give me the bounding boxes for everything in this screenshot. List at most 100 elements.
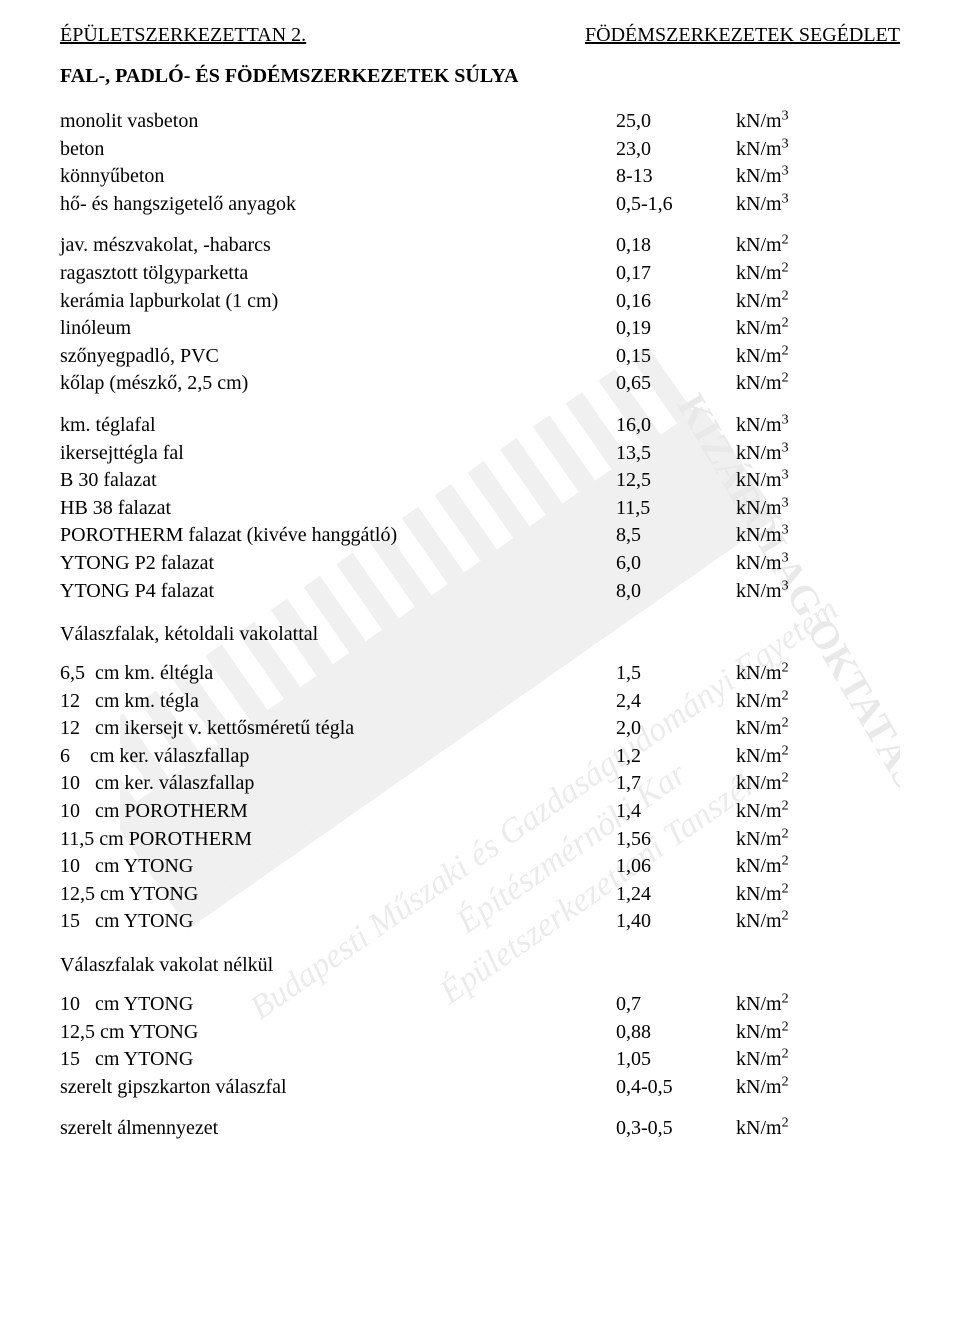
group-6: szerelt álmennyezet0,3-0,5kN/m2 (60, 1115, 900, 1143)
data-row: szerelt álmennyezet0,3-0,5kN/m2 (60, 1115, 900, 1143)
row-label: 15 cm YTONG (60, 908, 616, 936)
row-unit: kN/m3 (736, 191, 826, 219)
data-row: kőlap (mészkő, 2,5 cm)0,65kN/m2 (60, 370, 900, 398)
row-label: szerelt gipszkarton válaszfal (60, 1074, 616, 1102)
row-value: 1,56 (616, 826, 736, 854)
data-row: jav. mészvakolat, -habarcs0,18kN/m2 (60, 232, 900, 260)
data-row: 12 cm km. tégla2,4kN/m2 (60, 688, 900, 716)
row-value: 8,5 (616, 522, 736, 550)
data-row: km. téglafal16,0kN/m3 (60, 412, 900, 440)
row-label: szőnyegpadló, PVC (60, 343, 616, 371)
row-value: 1,05 (616, 1046, 736, 1074)
row-value: 8-13 (616, 163, 736, 191)
data-row: könnyűbeton8-13kN/m3 (60, 163, 900, 191)
row-unit: kN/m2 (736, 991, 826, 1019)
data-row: 12,5 cm YTONG0,88kN/m2 (60, 1019, 900, 1047)
data-row: 12,5 cm YTONG1,24kN/m2 (60, 881, 900, 909)
row-label: szerelt álmennyezet (60, 1115, 616, 1143)
row-unit: kN/m2 (736, 232, 826, 260)
row-unit: kN/m2 (736, 370, 826, 398)
row-value: 1,4 (616, 798, 736, 826)
data-row: B 30 falazat12,5kN/m3 (60, 467, 900, 495)
data-row: 10 cm YTONG0,7kN/m2 (60, 991, 900, 1019)
row-label: hő- és hangszigetelő anyagok (60, 191, 616, 219)
row-value: 1,2 (616, 743, 736, 771)
row-unit: kN/m2 (736, 1074, 826, 1102)
data-row: YTONG P2 falazat6,0kN/m3 (60, 550, 900, 578)
row-unit: kN/m2 (736, 1115, 826, 1143)
row-value: 1,5 (616, 660, 736, 688)
data-row: 15 cm YTONG1,40kN/m2 (60, 908, 900, 936)
subtitle-5: Válaszfalak vakolat nélkül (60, 954, 900, 977)
row-unit: kN/m3 (736, 412, 826, 440)
row-label: 12 cm km. tégla (60, 688, 616, 716)
row-value: 16,0 (616, 412, 736, 440)
row-label: 10 cm YTONG (60, 991, 616, 1019)
row-unit: kN/m2 (736, 1019, 826, 1047)
row-unit: kN/m3 (736, 467, 826, 495)
row-unit: kN/m3 (736, 108, 826, 136)
row-unit: kN/m2 (736, 826, 826, 854)
data-row: linóleum0,19kN/m2 (60, 315, 900, 343)
row-unit: kN/m3 (736, 578, 826, 606)
row-unit: kN/m2 (736, 343, 826, 371)
row-value: 2,0 (616, 715, 736, 743)
row-label: 6,5 cm km. éltégla (60, 660, 616, 688)
row-label: ikersejttégla fal (60, 440, 616, 468)
group-3: km. téglafal16,0kN/m3ikersejttégla fal13… (60, 412, 900, 605)
row-value: 1,24 (616, 881, 736, 909)
data-row: 6,5 cm km. éltégla1,5kN/m2 (60, 660, 900, 688)
row-unit: kN/m2 (736, 1046, 826, 1074)
data-row: 10 cm ker. válaszfallap1,7kN/m2 (60, 770, 900, 798)
data-row: ikersejttégla fal13,5kN/m3 (60, 440, 900, 468)
data-row: hő- és hangszigetelő anyagok0,5-1,6kN/m3 (60, 191, 900, 219)
row-label: B 30 falazat (60, 467, 616, 495)
row-unit: kN/m3 (736, 163, 826, 191)
row-unit: kN/m2 (736, 881, 826, 909)
row-unit: kN/m3 (736, 522, 826, 550)
group-5: 10 cm YTONG0,7kN/m212,5 cm YTONG0,88kN/m… (60, 991, 900, 1101)
data-row: szőnyegpadló, PVC0,15kN/m2 (60, 343, 900, 371)
row-unit: kN/m2 (736, 908, 826, 936)
row-value: 0,4-0,5 (616, 1074, 736, 1102)
row-value: 13,5 (616, 440, 736, 468)
row-label: 11,5 cm POROTHERM (60, 826, 616, 854)
data-row: 10 cm POROTHERM1,4kN/m2 (60, 798, 900, 826)
data-row: beton23,0kN/m3 (60, 136, 900, 164)
data-row: monolit vasbeton25,0kN/m3 (60, 108, 900, 136)
row-label: jav. mészvakolat, -habarcs (60, 232, 616, 260)
row-label: YTONG P2 falazat (60, 550, 616, 578)
row-unit: kN/m2 (736, 798, 826, 826)
row-label: beton (60, 136, 616, 164)
row-value: 2,4 (616, 688, 736, 716)
page-header: ÉPÜLETSZERKEZETTAN 2. FÖDÉMSZERKEZETEK S… (60, 24, 900, 47)
data-row: 6 cm ker. válaszfallap1,2kN/m2 (60, 743, 900, 771)
page-title: FAL-, PADLÓ- ÉS FÖDÉMSZERKEZETEK SÚLYA (60, 65, 900, 88)
row-value: 0,65 (616, 370, 736, 398)
data-row: 11,5 cm POROTHERM1,56kN/m2 (60, 826, 900, 854)
subtitle-4: Válaszfalak, kétoldali vakolattal (60, 623, 900, 646)
row-label: ragasztott tölgyparketta (60, 260, 616, 288)
row-unit: kN/m3 (736, 550, 826, 578)
row-value: 0,17 (616, 260, 736, 288)
row-unit: kN/m2 (736, 260, 826, 288)
data-row: ragasztott tölgyparketta0,17kN/m2 (60, 260, 900, 288)
row-label: monolit vasbeton (60, 108, 616, 136)
row-label: POROTHERM falazat (kivéve hanggátló) (60, 522, 616, 550)
row-value: 23,0 (616, 136, 736, 164)
row-unit: kN/m2 (736, 688, 826, 716)
group-1: monolit vasbeton25,0kN/m3beton23,0kN/m3k… (60, 108, 900, 218)
row-value: 0,19 (616, 315, 736, 343)
row-value: 0,3-0,5 (616, 1115, 736, 1143)
data-row: 10 cm YTONG1,06kN/m2 (60, 853, 900, 881)
group-4: 6,5 cm km. éltégla1,5kN/m212 cm km. tégl… (60, 660, 900, 936)
data-row: 12 cm ikersejt v. kettősméretű tégla2,0k… (60, 715, 900, 743)
row-value: 8,0 (616, 578, 736, 606)
row-unit: kN/m3 (736, 495, 826, 523)
row-label: kőlap (mészkő, 2,5 cm) (60, 370, 616, 398)
row-label: YTONG P4 falazat (60, 578, 616, 606)
row-value: 1,40 (616, 908, 736, 936)
row-value: 0,16 (616, 288, 736, 316)
row-unit: kN/m2 (736, 715, 826, 743)
row-label: 10 cm YTONG (60, 853, 616, 881)
